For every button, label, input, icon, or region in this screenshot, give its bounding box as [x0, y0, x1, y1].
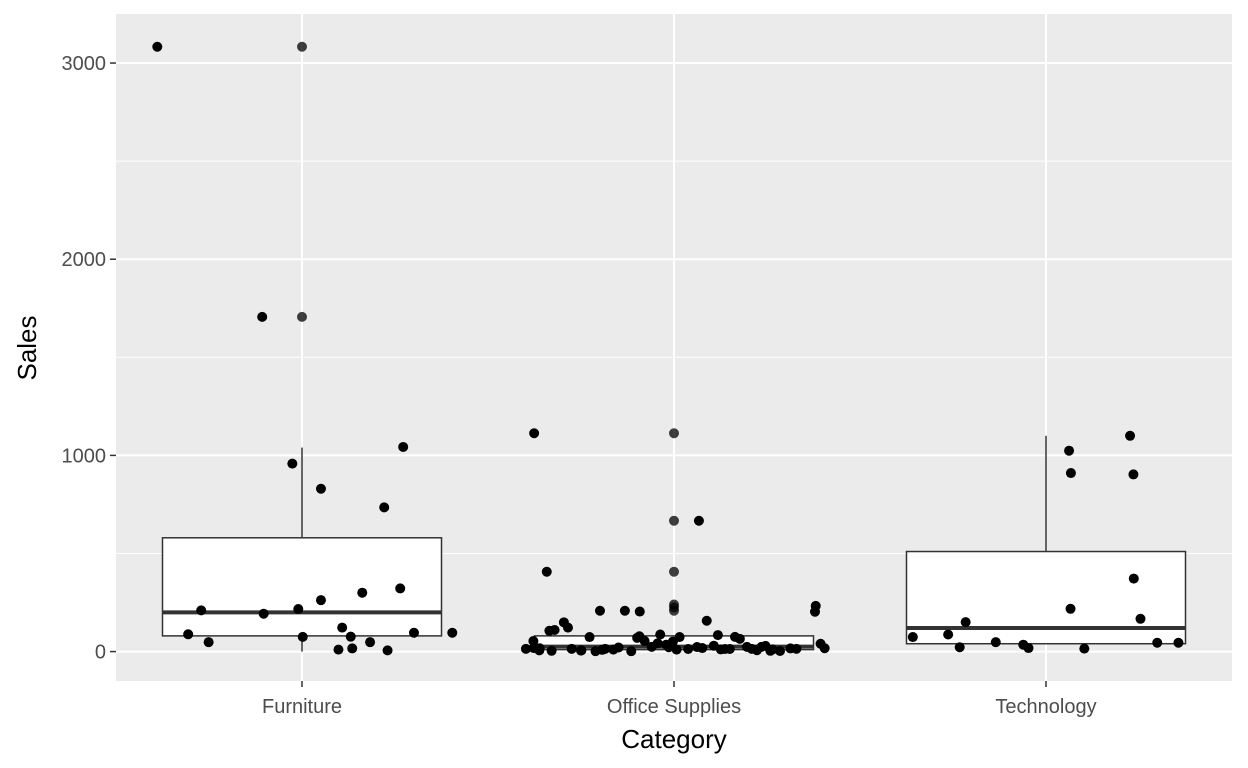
data-point	[600, 643, 611, 654]
data-point	[693, 515, 704, 526]
data-point	[347, 643, 358, 654]
boxplot-furniture	[161, 447, 443, 652]
data-point	[534, 643, 545, 654]
outlier-point	[669, 428, 679, 439]
data-points	[152, 41, 1184, 657]
y-tick-label: 3000	[62, 53, 107, 75]
data-point	[634, 606, 645, 617]
data-point	[613, 642, 624, 653]
data-point	[767, 644, 778, 655]
x-axis: Furniture Office Supplies Technology	[262, 681, 1097, 718]
data-point	[1065, 603, 1076, 614]
data-point	[1125, 430, 1136, 441]
data-point	[333, 644, 344, 655]
outlier-point	[669, 566, 679, 577]
data-point	[203, 637, 214, 648]
data-point	[357, 587, 368, 598]
data-point	[566, 643, 577, 654]
data-point	[775, 645, 786, 656]
outlier-point	[297, 311, 307, 322]
data-point	[447, 627, 458, 638]
data-point	[954, 642, 965, 653]
data-point	[183, 629, 194, 640]
data-point	[907, 632, 918, 643]
data-point	[408, 627, 419, 638]
data-point	[810, 600, 821, 611]
data-point	[1152, 637, 1163, 648]
data-point	[960, 617, 971, 628]
data-point	[1064, 445, 1075, 456]
outlier-point	[297, 41, 307, 52]
data-point	[541, 566, 552, 577]
data-point	[1128, 573, 1139, 584]
data-point	[683, 644, 694, 655]
data-point	[562, 622, 573, 633]
y-tick-label: 1000	[62, 445, 107, 467]
data-point	[1135, 613, 1146, 624]
data-point	[990, 637, 1001, 648]
data-point	[297, 631, 308, 642]
box	[161, 537, 443, 637]
data-point	[1023, 643, 1034, 654]
data-point	[365, 637, 376, 648]
data-point	[639, 635, 650, 646]
data-point	[529, 428, 540, 439]
data-point	[293, 604, 304, 615]
data-point	[315, 595, 326, 606]
data-point	[734, 633, 745, 644]
boxplot-technology	[905, 435, 1187, 645]
y-tick-label: 2000	[62, 249, 107, 271]
data-point	[712, 630, 723, 641]
y-tick-label: 0	[95, 642, 106, 664]
data-point	[1128, 469, 1139, 480]
outlier-point	[669, 605, 679, 616]
data-point	[1065, 468, 1076, 479]
data-point	[594, 605, 605, 616]
data-point	[287, 458, 298, 469]
data-point	[1173, 637, 1184, 648]
outlier-point	[669, 515, 679, 526]
data-point	[315, 483, 326, 494]
data-point	[528, 635, 539, 646]
data-point	[337, 622, 348, 633]
x-tick-label: Furniture	[262, 696, 342, 718]
data-point	[152, 41, 163, 52]
data-point	[379, 502, 390, 513]
data-point	[724, 644, 735, 655]
data-point	[655, 629, 666, 640]
data-point	[258, 608, 269, 619]
data-point	[674, 632, 685, 643]
data-point	[701, 615, 712, 626]
x-axis-title: Category	[621, 724, 727, 754]
data-point	[584, 632, 595, 643]
data-point	[196, 605, 207, 616]
data-point	[382, 645, 393, 656]
data-point	[549, 624, 560, 635]
data-point	[398, 441, 409, 452]
data-point	[819, 643, 830, 654]
data-point	[697, 643, 708, 654]
data-point	[345, 631, 356, 642]
data-point	[626, 646, 637, 657]
y-axis: 0 1000 2000 3000	[62, 53, 116, 664]
data-point	[257, 311, 268, 322]
data-point	[576, 645, 587, 656]
data-point	[943, 629, 954, 640]
data-point	[520, 643, 531, 654]
x-tick-label: Technology	[995, 696, 1096, 718]
data-point	[1079, 643, 1090, 654]
data-point	[395, 583, 406, 594]
data-point	[546, 645, 557, 656]
data-point	[619, 605, 630, 616]
data-point	[671, 644, 682, 655]
data-point	[791, 643, 802, 654]
x-tick-label: Office Supplies	[607, 696, 741, 718]
data-point	[652, 638, 663, 649]
y-axis-title: Sales	[12, 315, 42, 380]
